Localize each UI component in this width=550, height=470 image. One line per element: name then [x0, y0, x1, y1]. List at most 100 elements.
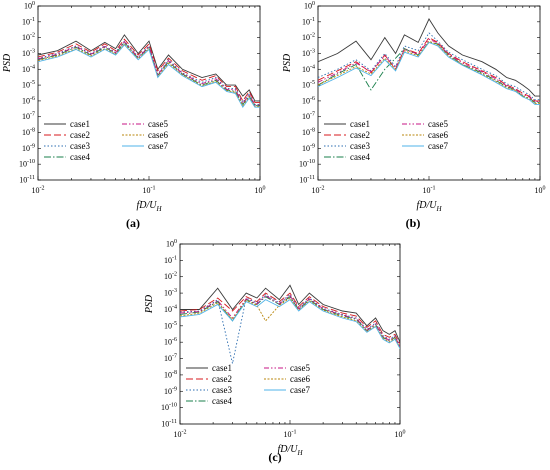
x-tick-label: 10-2: [174, 430, 187, 440]
series-line-case4: [180, 296, 400, 348]
y-tick-label: 10-6: [22, 96, 35, 106]
x-tick-label: 10-1: [143, 186, 156, 196]
y-tick-label: 10-8: [164, 370, 177, 380]
legend-label-case1: case1: [212, 363, 232, 373]
legend-label-case2: case2: [212, 374, 232, 384]
y-tick-label: 10-5: [302, 80, 315, 90]
y-tick-label: 10-8: [302, 128, 315, 138]
series-line-case7: [38, 44, 260, 109]
panel-label: (c): [268, 450, 281, 464]
series-line-case2: [318, 37, 540, 102]
series-line-case2: [180, 292, 400, 345]
legend-label-case5: case5: [290, 363, 310, 373]
psd-panel-a: 10-11 10-10 10-9 10-8 10-7 10-6 10-5 10-4 10-3 10…: [2, 1, 266, 230]
y-tick-label: 10-11: [161, 419, 177, 429]
y-tick-label: 10-9: [22, 143, 35, 153]
x-tick-label: 10-1: [423, 186, 436, 196]
y-tick-label: 10-2: [302, 33, 315, 43]
legend-label-case1: case1: [70, 119, 90, 129]
y-tick-label: 10-11: [299, 175, 315, 185]
legend-label-case5: case5: [148, 119, 168, 129]
legend-label-case6: case6: [148, 130, 168, 140]
series-line-case1: [38, 34, 260, 102]
y-tick-label: 10-6: [164, 337, 177, 347]
x-tick-label: 10-2: [312, 186, 325, 196]
series-line-case6: [38, 43, 260, 107]
y-tick-label: 10-7: [22, 112, 35, 122]
series-line-case7: [180, 298, 400, 349]
x-tick-label: 10-2: [32, 186, 45, 196]
x-axis-title: fD/UH: [416, 200, 442, 213]
y-tick-label: 100: [166, 239, 177, 249]
y-axis-title: PSD: [282, 53, 293, 73]
y-tick-label: 10-10: [19, 159, 35, 169]
x-tick-label: 10-1: [284, 430, 297, 440]
legend-label-case2: case2: [350, 130, 370, 140]
y-tick-label: 10-2: [22, 33, 35, 43]
y-axis-title: PSD: [144, 294, 155, 314]
y-tick-label: 10-4: [22, 64, 35, 74]
legend-label-case2: case2: [70, 130, 90, 140]
legend-label-case7: case7: [290, 385, 310, 395]
x-axis-title: fD/UH: [277, 444, 303, 457]
y-tick-label: 10-1: [22, 17, 35, 27]
panel-label: (a): [126, 216, 140, 230]
series-line-case5: [180, 294, 400, 347]
y-tick-label: 10-7: [302, 112, 315, 122]
legend-label-case4: case4: [212, 396, 232, 406]
y-tick-label: 10-4: [302, 64, 315, 74]
legend-label-case4: case4: [70, 152, 90, 162]
panel-label: (b): [406, 216, 421, 230]
series-line-case3: [180, 294, 400, 364]
x-tick-label: 100: [395, 430, 406, 440]
series-line-case5: [318, 38, 540, 103]
series-line-case7: [318, 41, 540, 105]
y-tick-label: 10-4: [164, 304, 177, 314]
legend-label-case7: case7: [428, 141, 448, 151]
y-tick-label: 10-5: [22, 80, 35, 90]
y-tick-label: 10-10: [161, 403, 177, 413]
legend-label-case1: case1: [350, 119, 370, 129]
series-line-case1: [318, 18, 540, 97]
series-line-case2: [38, 38, 260, 103]
y-tick-label: 10-1: [164, 255, 177, 265]
legend-label-case5: case5: [428, 119, 448, 129]
y-tick-label: 10-3: [302, 48, 315, 58]
psd-panel-b: 10-11 10-10 10-9 10-8 10-7 10-6 10-5 10-4 10-3 10…: [282, 1, 546, 230]
y-tick-label: 10-7: [164, 354, 177, 364]
legend-label-case3: case3: [350, 141, 370, 151]
series-line-case5: [38, 40, 260, 106]
psd-panel-c: 10-11 10-10 10-9 10-8 10-7 10-6 10-5 10-4 10-3 10…: [144, 239, 406, 464]
series-line-case1: [180, 284, 400, 343]
y-tick-label: 100: [24, 1, 35, 11]
legend-label-case6: case6: [428, 130, 448, 140]
series-line-case6: [318, 40, 540, 104]
x-tick-label: 100: [255, 186, 266, 196]
y-tick-label: 10-5: [164, 321, 177, 331]
y-axis-title: PSD: [2, 53, 13, 73]
y-tick-label: 10-3: [164, 288, 177, 298]
y-tick-label: 10-11: [19, 175, 35, 185]
y-tick-label: 10-9: [164, 386, 177, 396]
legend-label-case3: case3: [70, 141, 90, 151]
legend-label-case4: case4: [350, 152, 370, 162]
series-line-case3: [318, 32, 540, 101]
x-tick-label: 100: [535, 186, 546, 196]
legend-label-case6: case6: [290, 374, 310, 384]
y-tick-label: 10-3: [22, 48, 35, 58]
y-tick-label: 10-8: [22, 128, 35, 138]
series-line-case6: [180, 297, 400, 349]
y-tick-label: 10-9: [302, 143, 315, 153]
series-line-case4: [318, 41, 540, 103]
legend-label-case3: case3: [212, 385, 232, 395]
x-axis-title: fD/UH: [136, 200, 162, 213]
y-tick-label: 10-1: [302, 17, 315, 27]
y-tick-label: 10-6: [302, 96, 315, 106]
y-tick-label: 10-10: [299, 159, 315, 169]
legend-label-case7: case7: [148, 141, 168, 151]
series-line-case4: [38, 41, 260, 107]
